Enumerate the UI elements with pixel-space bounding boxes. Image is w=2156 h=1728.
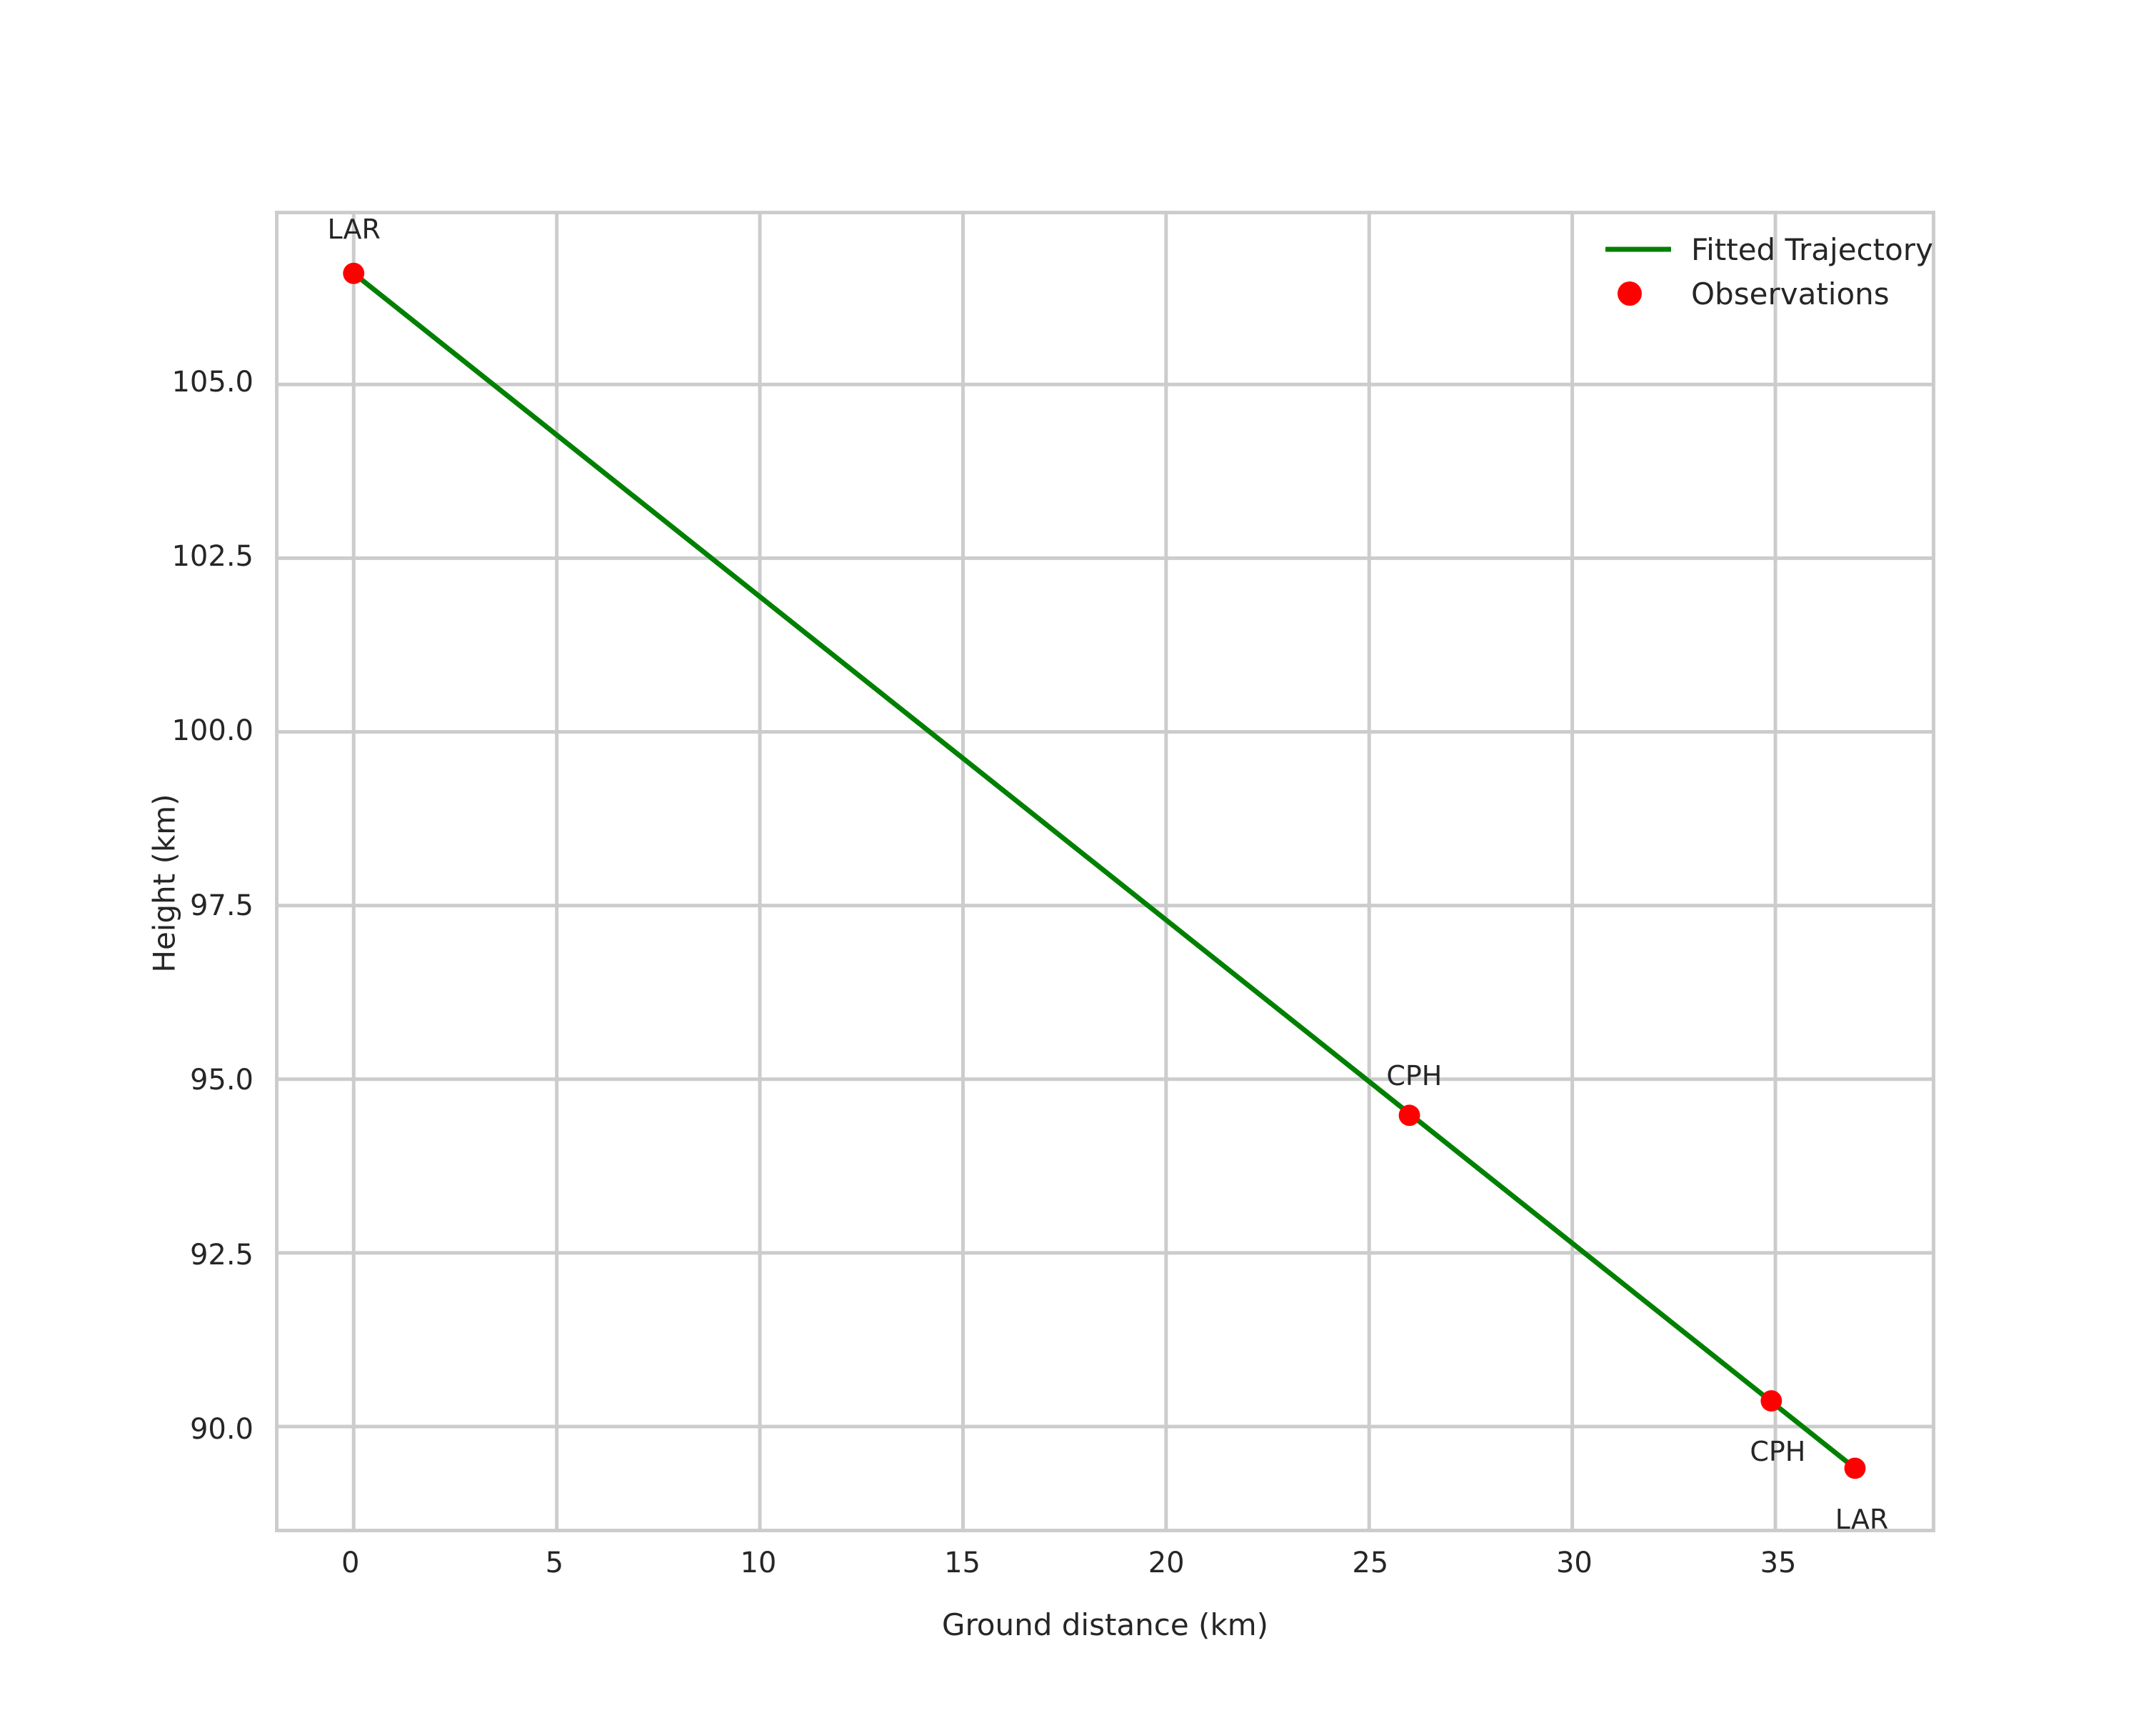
line-swatch-icon-swatch: [1605, 246, 1671, 252]
y-tick-label: 105.0: [171, 365, 254, 399]
dot-swatch-icon: [1600, 271, 1678, 316]
y-tick-label: 100.0: [171, 714, 254, 748]
x-tick-label: 5: [545, 1547, 564, 1579]
y-tick-label: 92.5: [189, 1238, 254, 1272]
line-swatch-icon: [1600, 227, 1678, 271]
y-tick-label: 90.0: [189, 1413, 254, 1447]
legend-item-2[interactable]: Observations: [1600, 271, 1928, 316]
x-tick-label: 20: [1148, 1547, 1185, 1579]
x-tick-label: 15: [944, 1547, 981, 1579]
y-tick-label: 95.0: [189, 1064, 254, 1097]
y-tick-label: 102.5: [171, 540, 254, 573]
x-tick-label: 30: [1555, 1547, 1593, 1579]
y-tick-label: 97.5: [189, 889, 254, 922]
y-axis-title: Height (km): [146, 794, 182, 973]
x-tick-label: 10: [740, 1547, 777, 1579]
chart-legend: Fitted Trajectory Observations: [1600, 227, 1933, 316]
x-tick-label: 25: [1352, 1547, 1389, 1579]
x-tick-label: 0: [341, 1547, 360, 1579]
x-axis-tick-labels: 0 5 10 15 20 25 30 35: [275, 1547, 1935, 1589]
legend-label: Fitted Trajectory: [1691, 231, 1933, 267]
legend-label: Observations: [1691, 276, 1890, 311]
y-axis-tick-labels: 90.0 92.5 95.0 97.5 100.0 102.5 105.0: [129, 211, 254, 1532]
dot-swatch-icon-swatch: [1618, 281, 1642, 306]
x-axis-title: Ground distance (km): [941, 1607, 1269, 1642]
data-layer: [343, 262, 1866, 1479]
grid-lines: [279, 214, 1932, 1529]
plot-area: LAR CPH CPH LAR: [275, 211, 1935, 1535]
legend-item-1[interactable]: Fitted Trajectory: [1600, 227, 1933, 271]
x-tick-label: 35: [1760, 1547, 1797, 1579]
